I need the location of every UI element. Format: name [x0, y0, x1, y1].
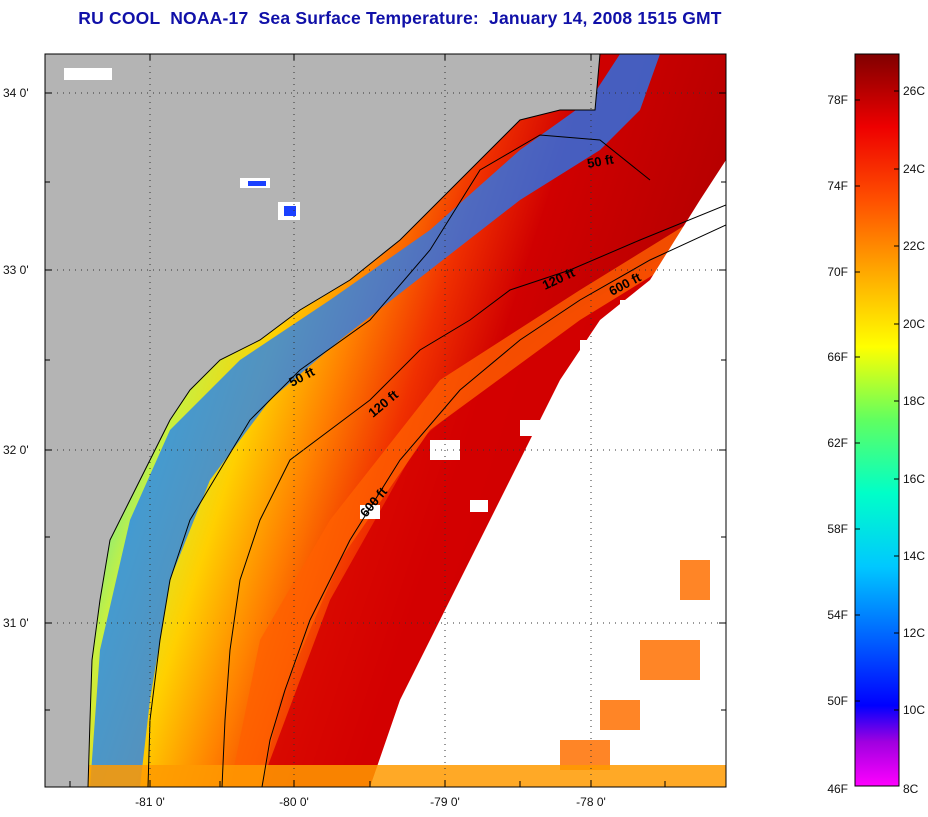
- contour-120ft: [221, 204, 726, 787]
- colorbar-f-label: 46F: [827, 782, 848, 796]
- graticule: [45, 54, 726, 787]
- lon-label-81: -81 0': [135, 795, 165, 809]
- lat-label-34: 34 0': [3, 86, 29, 100]
- colorbar-c-label: 16C: [903, 472, 925, 486]
- colorbar-f-label: 66F: [827, 350, 848, 364]
- lat-label-32: 32 0': [3, 443, 29, 457]
- lat-label-31: 31 0': [3, 616, 29, 630]
- colorbar-c-label: 12C: [903, 626, 925, 640]
- colorbar-f-label: 74F: [827, 179, 848, 193]
- colorbar-f-label: 50F: [827, 694, 848, 708]
- cloud-cover: [370, 160, 726, 787]
- inland-lakes: [64, 68, 300, 220]
- map-frame: [44, 53, 727, 788]
- map-ticks: [45, 54, 726, 787]
- colorbar-c-label: 22C: [903, 239, 925, 253]
- contour-50ft: [147, 134, 651, 787]
- lon-label-78: -78 0': [576, 795, 606, 809]
- colorbar-c-label: 14C: [903, 549, 925, 563]
- colorbar-f-label: 70F: [827, 265, 848, 279]
- lon-label-79: -79 0': [430, 795, 460, 809]
- colorbar-c-label: 8C: [903, 782, 919, 796]
- colorbar-gradient: [854, 53, 900, 787]
- contour-600ft: [261, 224, 726, 787]
- colorbar-c-label: 10C: [903, 703, 925, 717]
- lon-label-80: -80 0': [279, 795, 309, 809]
- map-title: RU COOL NOAA-17 Sea Surface Temperature:…: [78, 8, 722, 28]
- colorbar-f-ticks: [855, 90, 899, 711]
- colorbar-f-label: 54F: [827, 608, 848, 622]
- colorbar-c-label: 20C: [903, 317, 925, 331]
- contour-label-50ft-north: 50 ft: [586, 151, 616, 171]
- colorbar-f-label: 62F: [827, 436, 848, 450]
- colorbar-f-label: 58F: [827, 522, 848, 536]
- colorbar-c-label: 18C: [903, 394, 925, 408]
- land: [45, 54, 600, 787]
- coastline: [87, 54, 601, 787]
- lat-label-33: 33 0': [3, 263, 29, 277]
- nearshore-cold-water: [90, 54, 660, 787]
- cloud-patches: [360, 270, 685, 519]
- colorbar-f-label: 78F: [827, 93, 848, 107]
- southern-edge-warm: [45, 765, 726, 787]
- colorbar-c-label: 24C: [903, 162, 925, 176]
- colorbar-c-label: 26C: [903, 84, 925, 98]
